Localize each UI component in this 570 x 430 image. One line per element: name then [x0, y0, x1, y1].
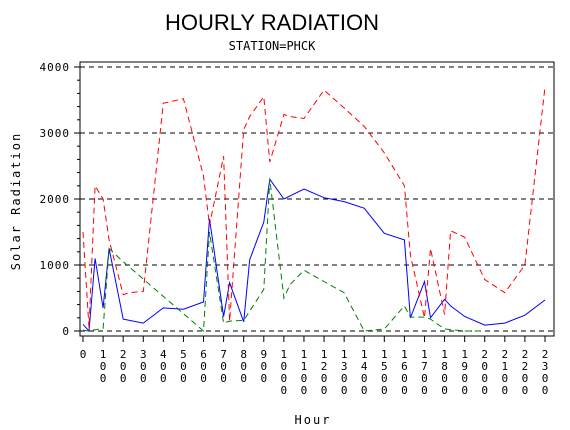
y-axis-label-group: Solar Radiation [9, 132, 23, 270]
y-tick-label: 3000 [40, 127, 71, 140]
series-line-3 [82, 179, 485, 333]
y-tick-label: 2000 [40, 193, 71, 206]
x-axis-label: Hour [295, 413, 332, 427]
y-tick-label: 1000 [40, 259, 71, 272]
series-group [82, 86, 546, 333]
y-tick-label: 4000 [40, 61, 71, 74]
gridlines [80, 66, 554, 332]
chart-title: HOURLY RADIATION [165, 10, 379, 35]
y-axis-label: Solar Radiation [9, 132, 23, 270]
y-tick-label: 0 [62, 325, 70, 338]
x-tick-label: 0 [80, 348, 87, 361]
y-axis: 0 1000 2000 3000 4000 [40, 61, 80, 338]
x-axis: 0 1 0 0 2 0 0 3 0 0 4 0 0 5 0 0 6 0 0 7 0 0 8 0 0 9 0 0 1 0 0 0 1 1 0 0 1 2 0 0… [80, 336, 549, 397]
series-line-2 [82, 86, 546, 328]
series-line-1 [82, 177, 546, 333]
chart-subtitle: STATION=PHCK [229, 39, 316, 53]
